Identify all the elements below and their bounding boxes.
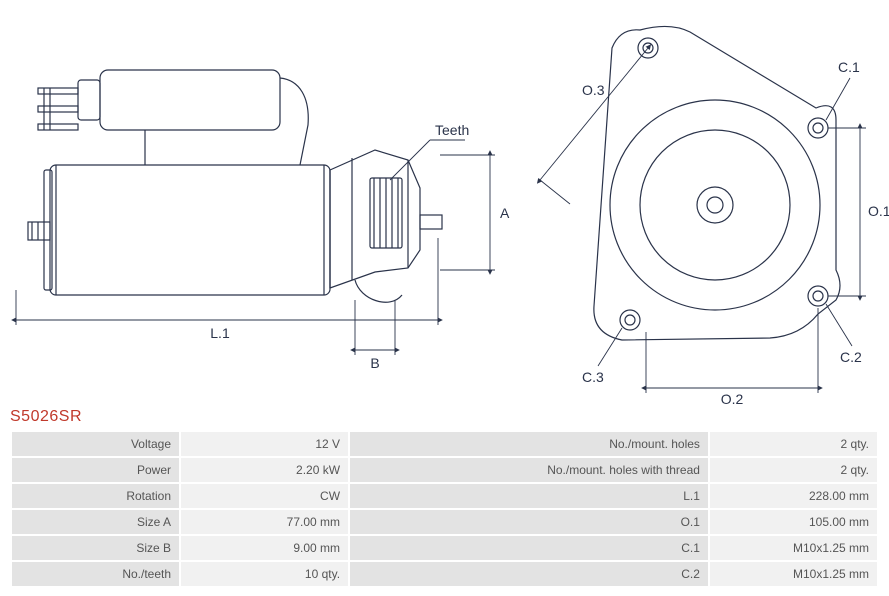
drawing-svg: L.1 B A Teeth [0,0,889,408]
spec-label: No./mount. holes [350,432,708,456]
spec-label: No./mount. holes with thread [350,458,708,482]
dim-label-teeth: Teeth [435,122,469,138]
spec-label: Size B [12,536,179,560]
table-row: No./teeth10 qty.C.2M10x1.25 mm [12,562,877,586]
front-view [594,26,840,340]
spec-label: O.1 [350,510,708,534]
table-row: RotationCWL.1228.00 mm [12,484,877,508]
dim-label-C2: C.2 [840,349,862,365]
spec-label: C.1 [350,536,708,560]
spec-label: Power [12,458,179,482]
spec-value: 10 qty. [181,562,348,586]
dim-label-C3: C.3 [582,369,604,385]
side-view [28,70,442,302]
spec-value: 12 V [181,432,348,456]
table-row: Voltage12 VNo./mount. holes2 qty. [12,432,877,456]
part-number: S5026SR [10,408,82,426]
dim-label-C1: C.1 [838,59,860,75]
table-row: Power2.20 kWNo./mount. holes with thread… [12,458,877,482]
spec-value: 2 qty. [710,458,877,482]
dim-label-O1: O.1 [868,203,889,219]
spec-value: 9.00 mm [181,536,348,560]
spec-label: Voltage [12,432,179,456]
dim-label-B: B [370,355,379,371]
table-row: Size B9.00 mmC.1M10x1.25 mm [12,536,877,560]
spec-value: 2.20 kW [181,458,348,482]
spec-value: 2 qty. [710,432,877,456]
side-view-dimensions: L.1 B A Teeth [16,122,510,371]
technical-drawing: L.1 B A Teeth [0,0,889,408]
spec-label: L.1 [350,484,708,508]
dim-label-O3: O.3 [582,82,605,98]
spec-label: Rotation [12,484,179,508]
front-view-dimensions: O.1 O.2 O.3 C.1 C.2 C.3 [540,48,889,407]
spec-label: Size A [12,510,179,534]
table-row: Size A77.00 mmO.1105.00 mm [12,510,877,534]
dim-label-L1: L.1 [210,325,230,341]
spec-value: 105.00 mm [710,510,877,534]
spec-table: Voltage12 VNo./mount. holes2 qty.Power2.… [10,430,879,588]
dim-label-O2: O.2 [721,391,744,407]
spec-label: No./teeth [12,562,179,586]
spec-label: C.2 [350,562,708,586]
spec-value: M10x1.25 mm [710,562,877,586]
spec-value: 228.00 mm [710,484,877,508]
dim-label-A: A [500,205,510,221]
spec-value: M10x1.25 mm [710,536,877,560]
spec-value: 77.00 mm [181,510,348,534]
spec-value: CW [181,484,348,508]
